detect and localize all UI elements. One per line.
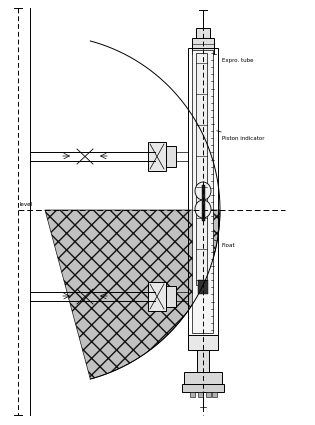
Bar — [196, 53, 207, 285]
Bar — [188, 48, 218, 335]
Text: Float: Float — [214, 240, 236, 247]
Bar — [198, 392, 203, 397]
Bar — [182, 384, 224, 392]
Bar — [192, 50, 213, 333]
Bar — [198, 280, 208, 294]
Polygon shape — [45, 210, 220, 379]
Bar — [206, 392, 211, 397]
Bar — [166, 146, 176, 167]
Bar — [197, 350, 209, 372]
Bar — [148, 282, 166, 311]
Bar — [196, 28, 210, 38]
Bar — [212, 392, 217, 397]
Text: Piston indicator: Piston indicator — [217, 131, 265, 141]
Bar — [166, 286, 176, 307]
Bar — [188, 335, 218, 350]
Bar — [184, 372, 222, 384]
Bar — [192, 38, 214, 54]
Bar — [202, 185, 204, 221]
Bar — [148, 142, 166, 171]
Text: Expro. tube: Expro. tube — [214, 54, 254, 62]
Text: level: level — [20, 202, 33, 207]
Ellipse shape — [195, 182, 211, 200]
Bar — [190, 392, 195, 397]
Ellipse shape — [195, 200, 211, 218]
